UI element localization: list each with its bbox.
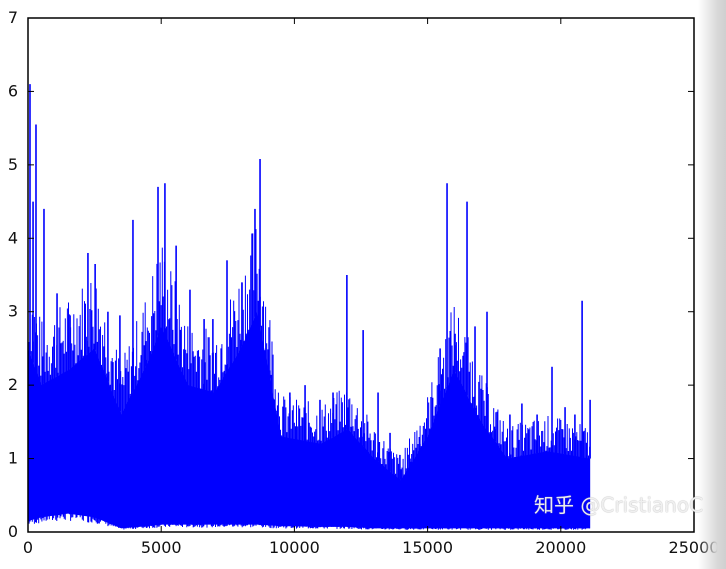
watermark: 知乎 @CristianoC xyxy=(534,493,704,517)
y-tick-label: 6 xyxy=(8,81,18,100)
plot-frame xyxy=(27,17,695,533)
y-tick-label: 1 xyxy=(8,449,18,468)
x-tick-label: 5000 xyxy=(141,538,182,557)
x-tick-label: 0 xyxy=(23,538,33,557)
y-tick-label: 0 xyxy=(8,522,18,541)
edge-shadow xyxy=(698,0,726,569)
y-tick-label: 4 xyxy=(8,228,18,247)
y-tick-label: 3 xyxy=(8,302,18,321)
data-layer xyxy=(27,84,591,530)
x-tick-label: 20000 xyxy=(535,538,586,557)
x-tick-label: 10000 xyxy=(269,538,320,557)
y-tick-label: 5 xyxy=(8,155,18,174)
series-noise xyxy=(27,228,591,530)
y-tick-label: 2 xyxy=(8,375,18,394)
y-tick-label: 7 xyxy=(8,8,18,27)
x-tick-label: 15000 xyxy=(402,538,453,557)
